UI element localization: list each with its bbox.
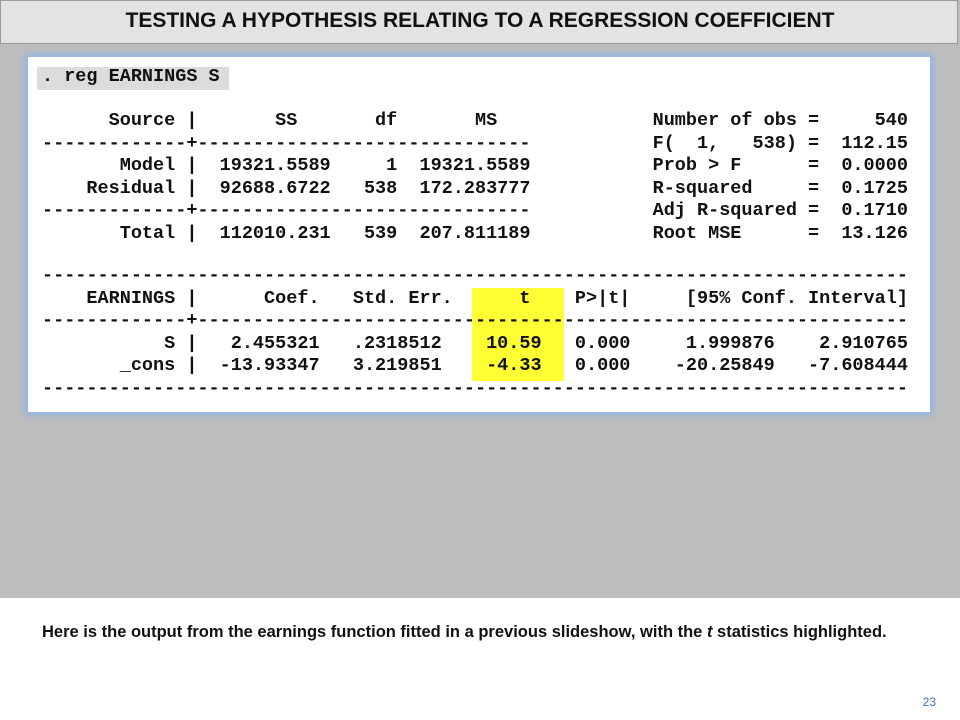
caption-text: Here is the output from the earnings fun…	[42, 623, 707, 641]
title-bar	[0, 0, 958, 44]
output-line: -------------+--------------------------…	[42, 310, 908, 332]
command: . reg EARNINGS S	[42, 66, 220, 87]
output-line: ----------------------------------------…	[42, 265, 908, 286]
caption: Here is the output from the earnings fun…	[42, 621, 902, 643]
output-line: EARNINGS | Coef. Std. Err. t P>|t| [95% …	[42, 287, 908, 309]
output-line: -------------+--------------------------…	[42, 200, 908, 222]
caption-italic: t	[706, 623, 713, 641]
output-line: Total | 112010.231 539 207.811189 Root M…	[42, 222, 908, 244]
slide-title: TESTING A HYPOTHESIS RELATING TO A REGRE…	[125, 9, 835, 32]
output-line: -------------+--------------------------…	[42, 132, 908, 154]
anova-table: Source | SS df MS Number of obs = 540 ---…	[42, 110, 908, 246]
caption-text: statistics highlighted.	[712, 623, 887, 641]
output-line: Residual | 92688.6722 538 172.283777 R-s…	[42, 177, 908, 199]
output-line: _cons | -13.93347 3.219851 -4.33 0.000 -…	[42, 355, 908, 377]
output-line: Model | 19321.5589 1 19321.5589 Prob > F…	[42, 155, 908, 177]
command-box	[37, 67, 229, 90]
coefficient-table: ----------------------------------------…	[42, 265, 908, 401]
output-line: Source | SS df MS Number of obs = 540	[42, 110, 908, 131]
output-line: S | 2.455321 .2318512 10.59 0.000 1.9998…	[42, 332, 908, 354]
page-number: 23	[922, 695, 936, 709]
footer-area	[0, 598, 960, 720]
t-highlight	[472, 288, 564, 381]
output-line: ----------------------------------------…	[42, 377, 908, 399]
